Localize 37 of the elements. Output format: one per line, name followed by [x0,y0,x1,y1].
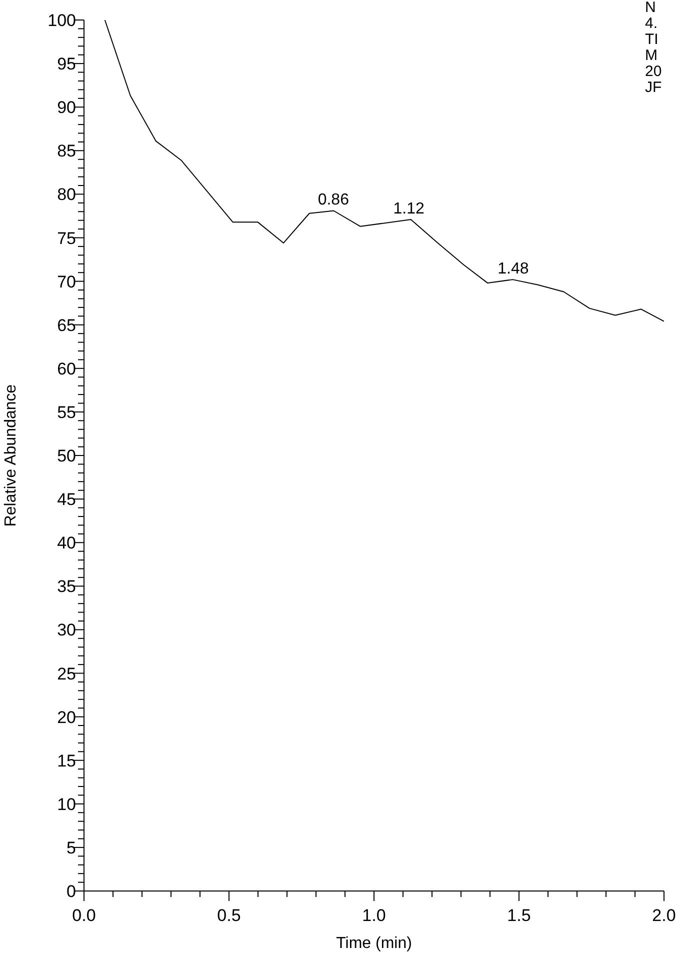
y-tick-label: 5 [66,838,76,858]
y-tick-label: 85 [57,142,76,161]
y-tick-label: 75 [57,228,76,248]
annotation: 1.12 [393,200,424,218]
y-tick-label: 30 [57,620,76,640]
y-tick-label: 80 [57,185,76,204]
x-tick-label: 1.5 [507,906,531,925]
y-tick-label: 95 [57,54,76,74]
y-tick-label: 20 [57,708,76,727]
y-axis-title: Relative Abundance [2,384,20,527]
annotation: 20 [645,63,662,80]
y-tick-label: 0 [66,882,76,901]
y-tick-label: 65 [57,316,76,335]
y-tick-label: 90 [57,98,76,118]
x-tick-label: 0.5 [217,906,241,925]
y-tick-label: 55 [57,402,76,422]
x-tick-label: 2.0 [652,906,676,925]
annotation: 0.86 [318,192,350,209]
annotation: TI [645,31,660,48]
y-tick-label: 10 [57,794,76,814]
y-tick-label: 100 [48,11,76,30]
y-tick-label: 70 [57,272,76,292]
y-tick-label: 60 [57,359,76,378]
x-tick-label: 0.0 [72,906,96,925]
y-tick-label: 15 [57,751,76,770]
text: N [645,0,657,16]
y-tick-label: 50 [57,446,76,466]
annotation: M [645,47,658,64]
x-axis-title: Time (min) [336,935,412,952]
y-tick-label: 45 [57,490,76,510]
annotation: 4. [645,15,659,32]
annotation: JF [645,79,662,96]
y-tick-label: 35 [57,577,76,596]
x-tick-label: 1.0 [362,906,386,925]
y-tick-label: 25 [57,664,76,684]
annotation: 1.48 [498,260,529,278]
y-tick-label: 40 [57,534,76,553]
